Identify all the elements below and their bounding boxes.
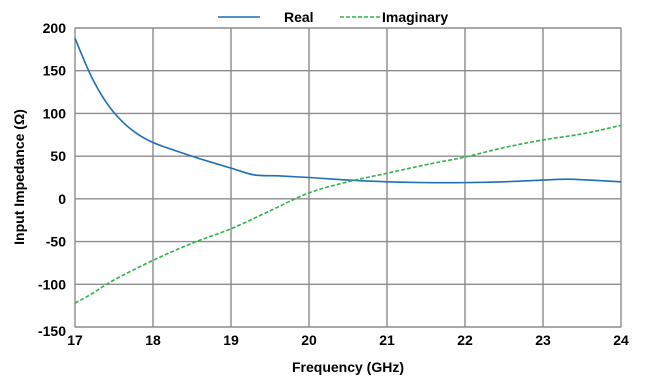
- series-lines: [74, 37, 622, 304]
- y-tick-label: 50: [50, 148, 66, 164]
- x-tick-label: 23: [535, 332, 551, 348]
- y-tick-labels: 200 150 100 50 0 -50 -100 -150: [38, 20, 66, 339]
- x-tick-label: 20: [301, 332, 317, 348]
- x-tick-labels: 17 18 19 20 21 22 23 24: [67, 332, 629, 348]
- legend-imaginary-label: Imaginary: [382, 9, 448, 25]
- x-tick-label: 19: [223, 332, 239, 348]
- plot-area: [74, 27, 622, 328]
- legend: Real Imaginary: [218, 9, 448, 25]
- x-tick-label: 17: [67, 332, 83, 348]
- x-tick-label: 21: [379, 332, 395, 348]
- y-tick-label: -100: [38, 276, 66, 292]
- y-axis-title: Input Impedance (Ω): [11, 109, 27, 245]
- y-tick-label: 150: [43, 63, 67, 79]
- y-tick-label: -150: [38, 323, 66, 339]
- y-tick-label: 0: [58, 191, 66, 207]
- y-tick-label: 200: [43, 20, 67, 36]
- y-tick-label: -50: [46, 234, 66, 250]
- series-line-real: [74, 37, 622, 184]
- x-tick-label: 18: [145, 332, 161, 348]
- x-tick-label: 22: [457, 332, 473, 348]
- series-line-imaginary: [74, 124, 622, 304]
- legend-real-label: Real: [284, 9, 314, 25]
- y-tick-label: 100: [43, 105, 67, 121]
- x-tick-label: 24: [613, 332, 629, 348]
- x-axis-title: Frequency (GHz): [292, 359, 404, 375]
